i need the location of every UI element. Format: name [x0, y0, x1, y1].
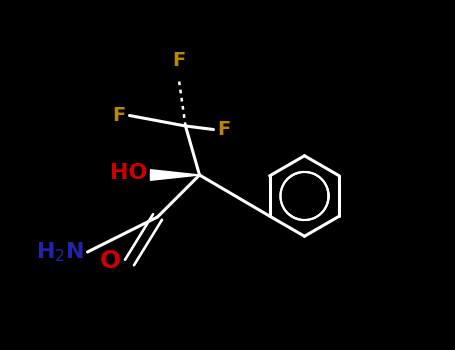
- Text: HO: HO: [110, 163, 147, 183]
- Text: F: F: [172, 51, 185, 70]
- Text: H$_2$N: H$_2$N: [36, 240, 84, 264]
- Polygon shape: [151, 170, 199, 180]
- Text: F: F: [113, 106, 126, 125]
- Text: O: O: [100, 249, 121, 273]
- Text: F: F: [217, 120, 230, 139]
